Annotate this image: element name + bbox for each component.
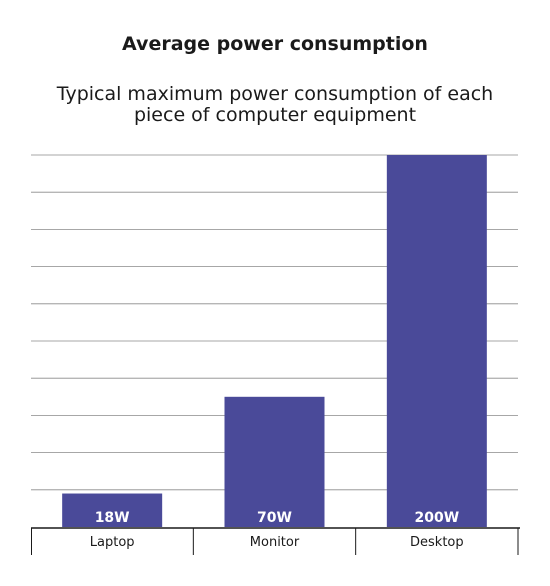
chart-subtitle: Typical maximum power consumption of eac…	[56, 83, 494, 126]
x-axis: Laptop Monitor Desktop	[31, 527, 520, 555]
chart-title: Average power consumption	[122, 33, 428, 55]
category-label-laptop: Laptop	[90, 535, 135, 550]
bar-desktop	[386, 155, 487, 527]
category-label-desktop: Desktop	[410, 535, 464, 550]
category-label-monitor: Monitor	[250, 535, 300, 550]
data-label-monitor: 70W	[257, 510, 292, 526]
bars	[62, 155, 487, 527]
bar-monitor	[224, 396, 325, 527]
bar-laptop	[62, 493, 163, 527]
data-label-desktop: 200W	[414, 510, 459, 526]
data-label-laptop: 18W	[95, 510, 130, 526]
data-labels: 18W 70W 200W	[95, 510, 459, 526]
